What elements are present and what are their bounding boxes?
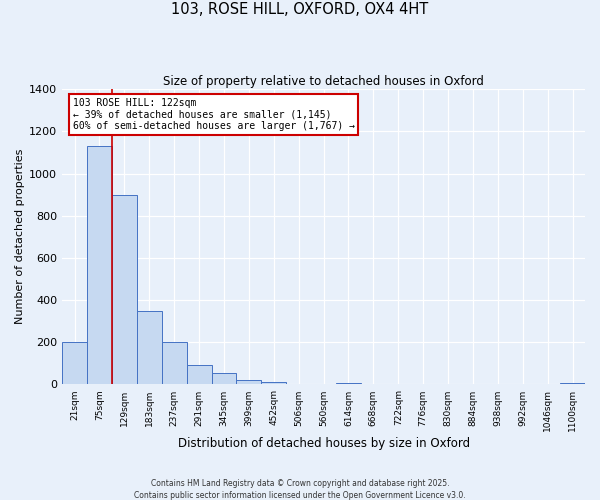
Text: Contains HM Land Registry data © Crown copyright and database right 2025.
Contai: Contains HM Land Registry data © Crown c…	[134, 478, 466, 500]
Bar	[236, 380, 262, 384]
Bar	[87, 146, 112, 384]
Bar	[137, 310, 162, 384]
Y-axis label: Number of detached properties: Number of detached properties	[15, 149, 25, 324]
X-axis label: Distribution of detached houses by size in Oxford: Distribution of detached houses by size …	[178, 437, 470, 450]
Bar	[112, 194, 137, 384]
Bar	[262, 382, 286, 384]
Text: 103 ROSE HILL: 122sqm
← 39% of detached houses are smaller (1,145)
60% of semi-d: 103 ROSE HILL: 122sqm ← 39% of detached …	[73, 98, 355, 131]
Bar	[62, 342, 87, 384]
Text: 103, ROSE HILL, OXFORD, OX4 4HT: 103, ROSE HILL, OXFORD, OX4 4HT	[172, 2, 428, 18]
Bar	[162, 342, 187, 384]
Bar	[212, 373, 236, 384]
Bar	[187, 366, 212, 384]
Title: Size of property relative to detached houses in Oxford: Size of property relative to detached ho…	[163, 75, 484, 88]
